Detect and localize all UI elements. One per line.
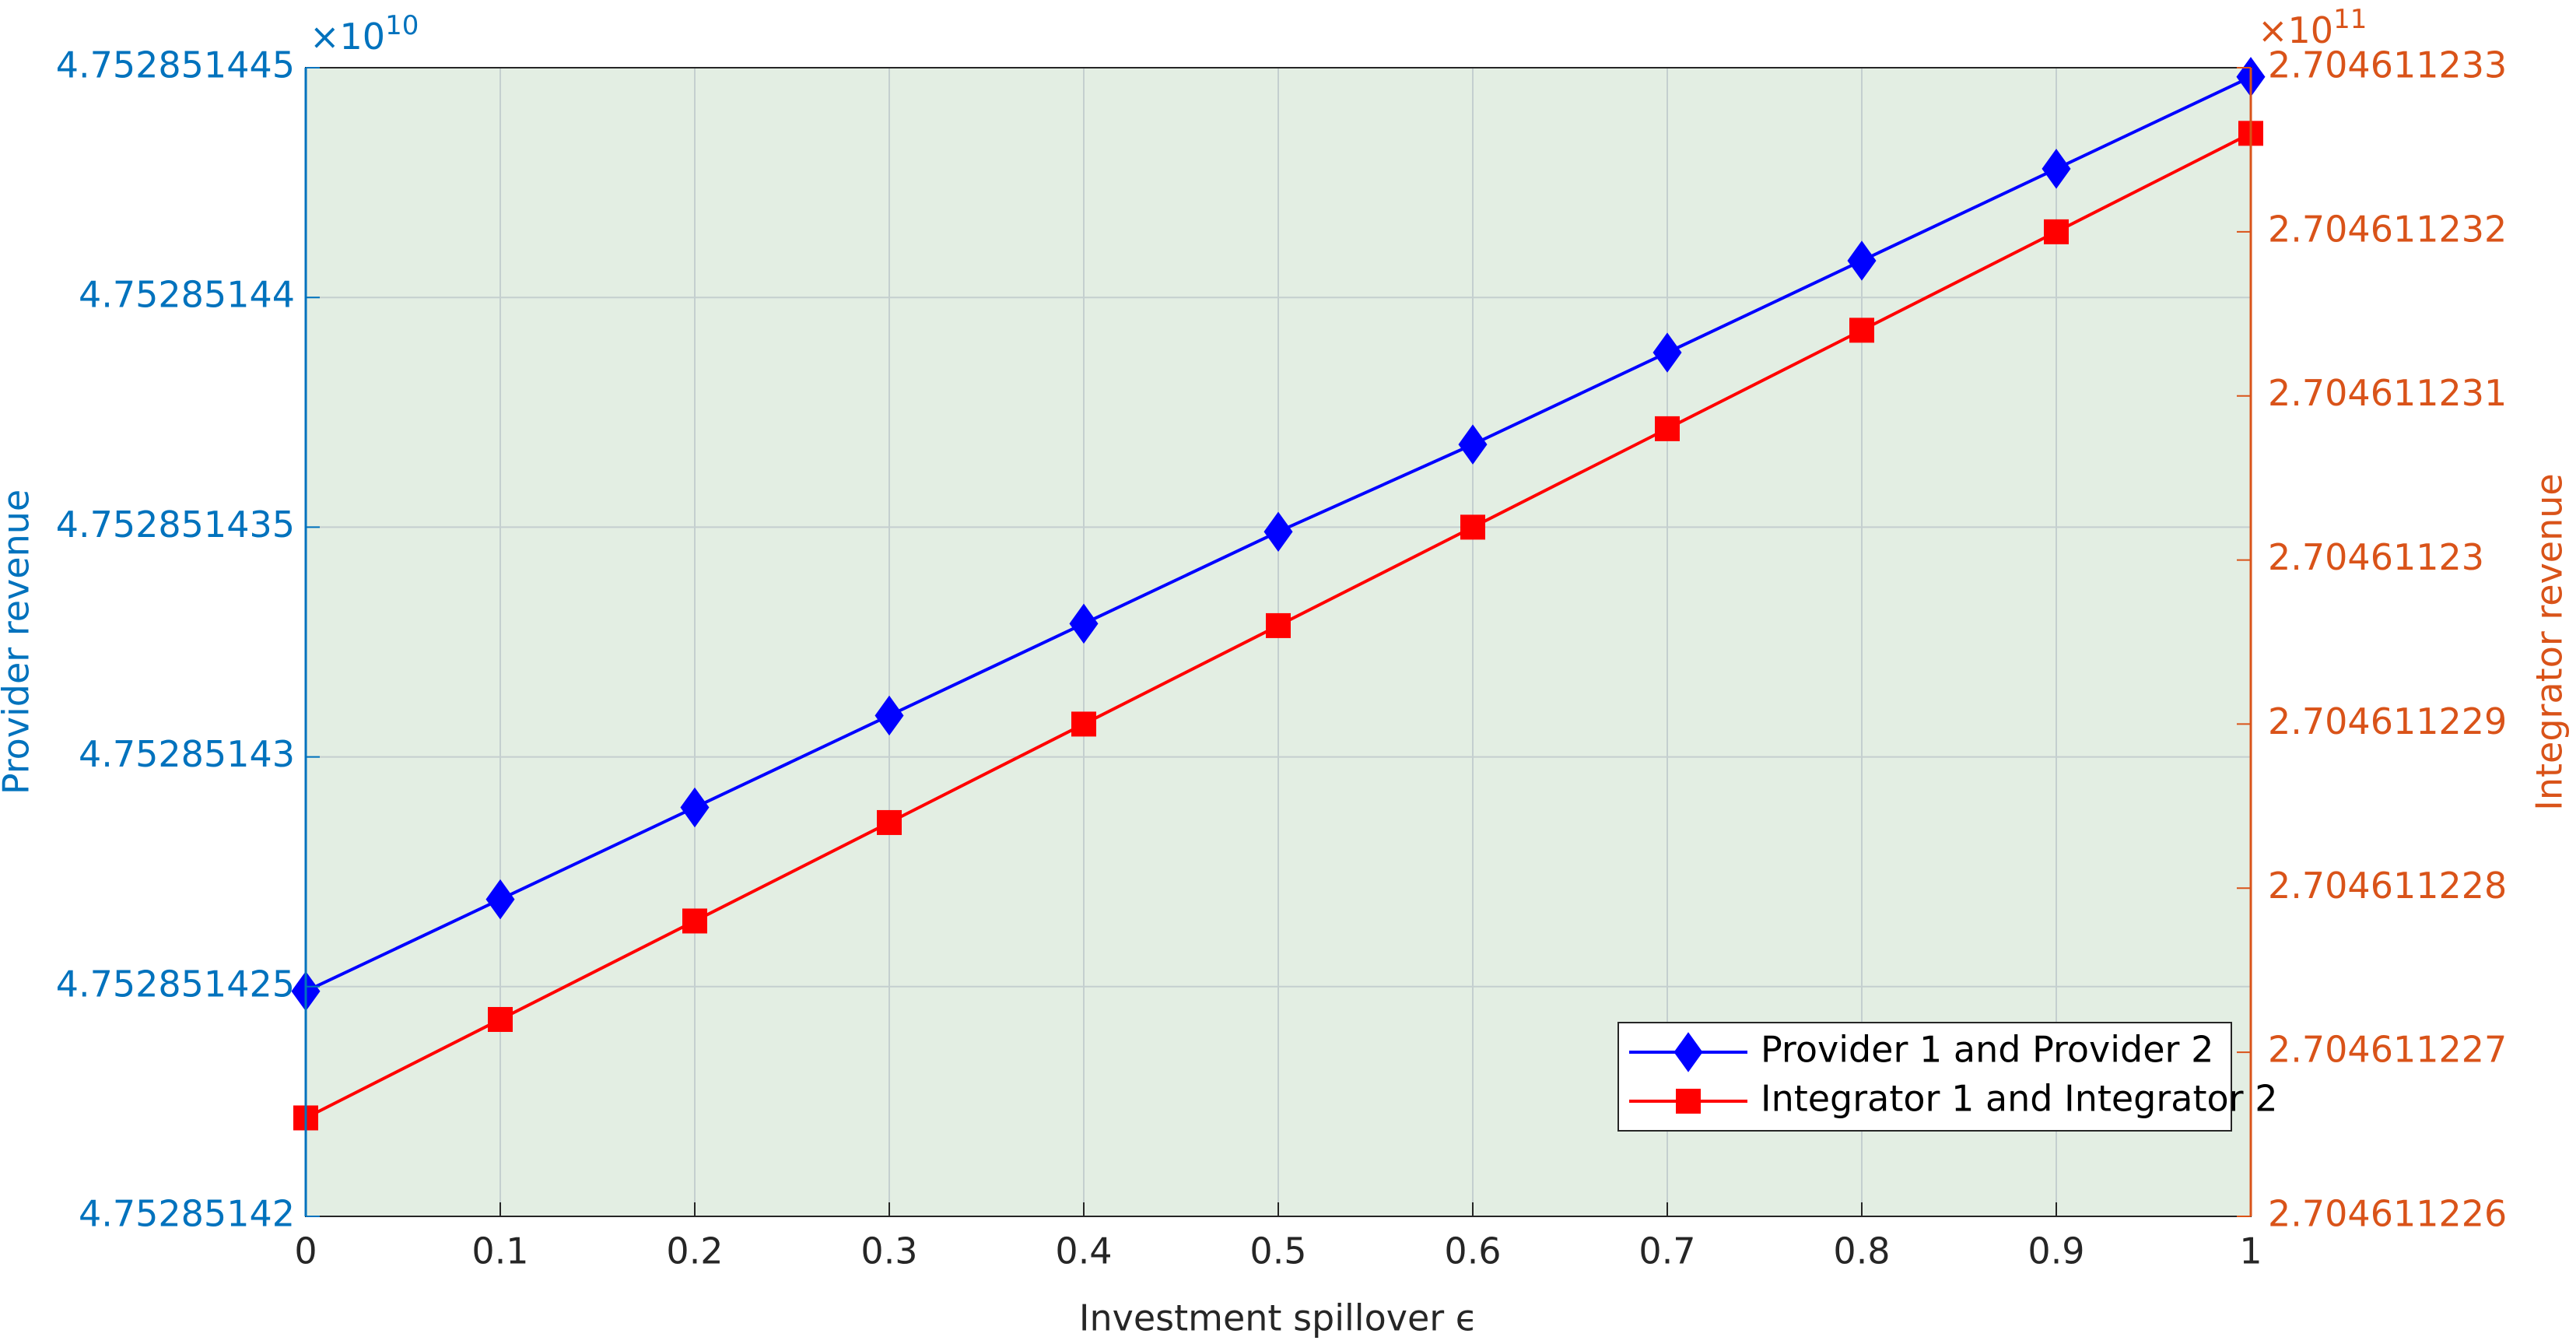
square-marker (1676, 1089, 1701, 1114)
y2-tick-label: 2.70461123 (2268, 536, 2484, 578)
y-axis-label: Provider revenue (0, 490, 37, 795)
y2-tick-label: 2.704611231 (2268, 372, 2507, 414)
x-tick-label: 0 (294, 1230, 317, 1272)
y-tick-label: 4.75285144 (79, 274, 295, 316)
axes: 0 0.1 0.2 0.3 0.4 0.5 0.6 0.7 0.8 0.9 1 4.75285142 4… (56, 44, 2508, 1272)
marks (291, 57, 2266, 1131)
legend-label: Provider 1 and Provider 2 (1761, 1029, 2213, 1071)
y-tick-label: 4.752851425 (56, 963, 295, 1005)
square-marker (2044, 219, 2069, 244)
x-tick-label: 0.2 (666, 1230, 723, 1272)
y2-tick-label: 2.704611227 (2268, 1029, 2507, 1071)
y-tick-label: 4.752851435 (56, 504, 295, 546)
x-tick-label: 0.9 (2028, 1230, 2084, 1272)
x-tick-label: 0.7 (1638, 1230, 1695, 1272)
square-marker (1460, 514, 1485, 540)
x-tick-label: 0.8 (1833, 1230, 1890, 1272)
x-tick-label: 0.1 (471, 1230, 528, 1272)
square-marker (1071, 711, 1096, 737)
diamond-marker (680, 787, 710, 828)
x-tick-label: 1 (2239, 1230, 2262, 1272)
y-multiplier: ×1010 (310, 10, 419, 58)
diamond-marker (1458, 424, 1488, 465)
y2-multiplier-base: ×10 (2258, 9, 2333, 51)
diamond-marker (874, 695, 904, 736)
x-tick-label: 0.3 (860, 1230, 917, 1272)
legend: Provider 1 and Provider 2 Integrator 1 an… (1617, 1022, 2277, 1132)
diamond-marker (1069, 603, 1099, 644)
x-tick-label: 0.4 (1055, 1230, 1112, 1272)
y2-multiplier-exponent: 11 (2333, 4, 2367, 35)
square-marker (682, 908, 707, 934)
diamond-marker (1847, 240, 1877, 281)
y2-axis-label: Integrator revenue (2529, 473, 2571, 810)
square-marker (877, 809, 902, 835)
square-marker (1849, 318, 1874, 343)
diamond-marker (1652, 332, 1682, 373)
y2-tick-label: 2.704611226 (2268, 1193, 2507, 1235)
y2-tick-label: 2.704611229 (2268, 700, 2507, 742)
square-marker (488, 1006, 513, 1032)
diamond-marker (1674, 1032, 1703, 1072)
square-marker (1266, 612, 1291, 638)
x-tick-label: 0.6 (1444, 1230, 1501, 1272)
diamond-marker (2042, 149, 2071, 189)
y-multiplier-exponent: 10 (385, 10, 419, 41)
legend-label: Integrator 1 and Integrator 2 (1761, 1078, 2277, 1120)
x-tick-label: 0.5 (1249, 1230, 1306, 1272)
y2-tick-label: 2.704611228 (2268, 865, 2507, 907)
y-tick-label: 4.75285142 (79, 1193, 295, 1235)
y2-tick-label: 2.704611233 (2268, 44, 2507, 86)
y2-tick-label: 2.704611232 (2268, 208, 2507, 250)
diamond-marker (485, 879, 515, 920)
y2-multiplier: ×1011 (2258, 4, 2367, 51)
square-marker (1655, 416, 1680, 441)
diamond-marker (1263, 511, 1293, 553)
x-axis-label: Investment spillover ϵ (1079, 1297, 1477, 1339)
y-multiplier-base: ×10 (310, 16, 385, 58)
y-tick-label: 4.752851445 (56, 44, 295, 86)
y-tick-label: 4.75285143 (79, 733, 295, 775)
legend-box (1617, 1022, 2232, 1132)
